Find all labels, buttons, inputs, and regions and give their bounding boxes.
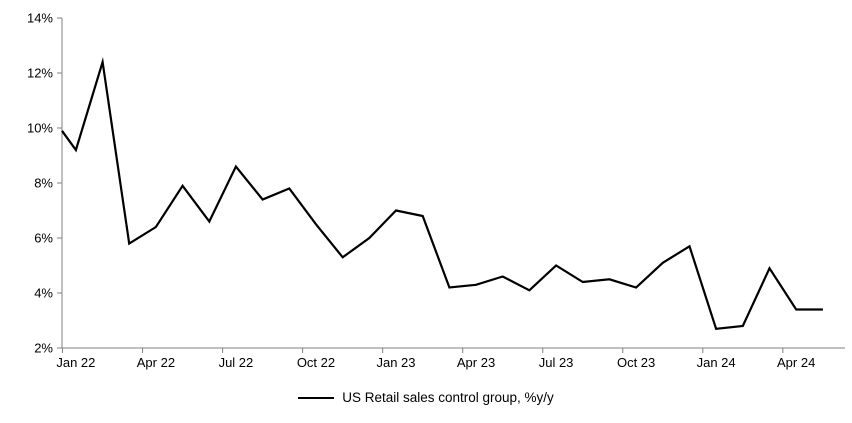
y-tick-label: 8% [34, 176, 53, 191]
x-tick-label: Oct 22 [297, 355, 335, 370]
y-tick-label: 2% [34, 341, 53, 356]
axes [57, 17, 845, 353]
x-tick-label: Jan 24 [697, 355, 736, 370]
series-line-retail-control-group [61, 56, 823, 330]
x-tick-label: Jan 23 [376, 355, 415, 370]
legend-line-swatch [298, 396, 335, 399]
y-tick-label: 10% [27, 121, 53, 136]
y-tick-label: 14% [27, 11, 53, 26]
x-tick-label: Apr 22 [137, 355, 175, 370]
x-tick-label: Apr 24 [777, 355, 815, 370]
x-tick-label: Oct 23 [617, 355, 655, 370]
x-tick-label: Jan 22 [56, 355, 95, 370]
legend: US Retail sales control group, %y/y [0, 390, 852, 405]
y-tick-labels: 2% 4% 6% 8% 10% 12% 14% [27, 11, 53, 356]
x-tick-label: Jul 22 [219, 355, 254, 370]
legend-label: US Retail sales control group, %y/y [342, 390, 554, 405]
x-tick-labels: Jan 22 Apr 22 Jul 22 Oct 22 Jan 23 Apr 23 Jul … [56, 355, 815, 370]
y-tick-label: 4% [34, 286, 53, 301]
x-tick-label: Jul 23 [539, 355, 574, 370]
y-tick-label: 12% [27, 66, 53, 81]
x-tick-label: Apr 23 [457, 355, 495, 370]
y-tick-label: 6% [34, 231, 53, 246]
